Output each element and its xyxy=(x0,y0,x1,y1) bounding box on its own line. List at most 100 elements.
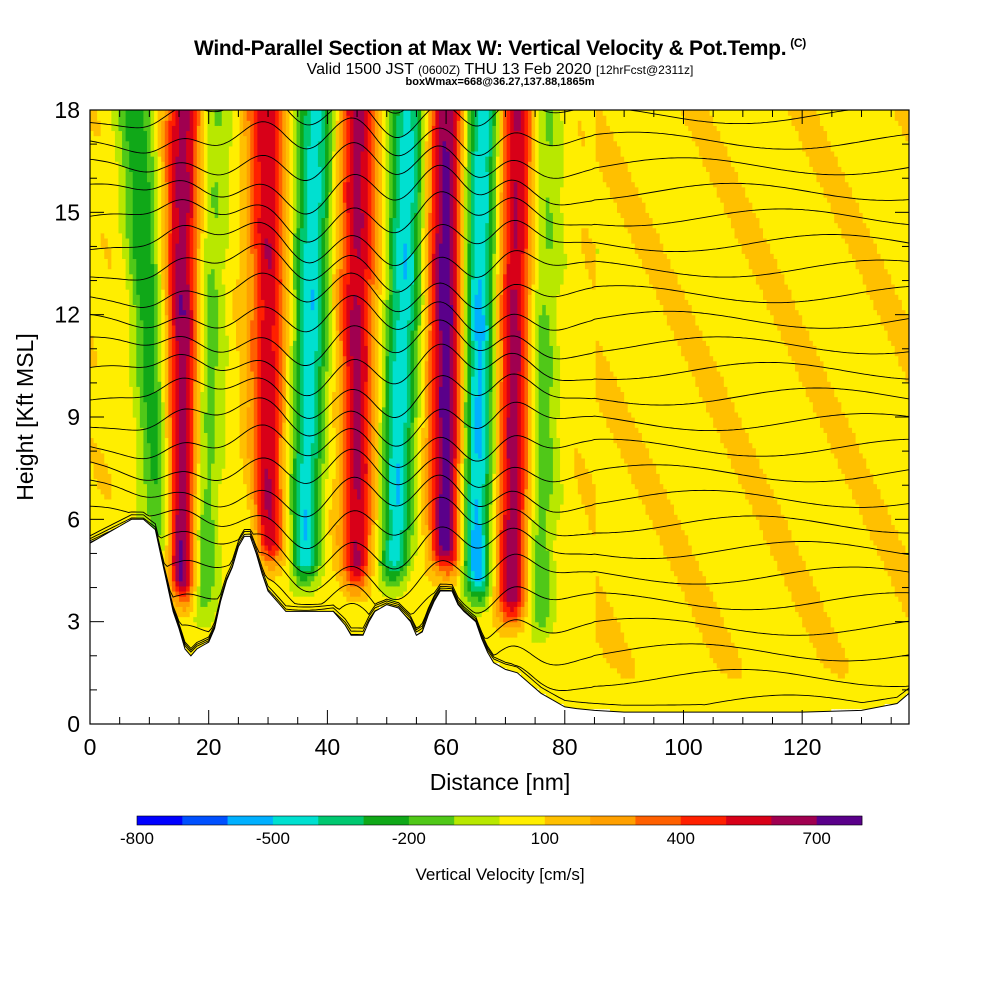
velocity-cell xyxy=(652,529,657,715)
velocity-cell xyxy=(816,115,821,183)
velocity-cell xyxy=(381,299,387,408)
velocity-cell xyxy=(698,396,704,572)
velocity-cell xyxy=(463,166,469,403)
velocity-cell xyxy=(474,294,479,341)
velocity-cell xyxy=(104,463,109,500)
velocity-cell xyxy=(488,596,493,659)
velocity-cell xyxy=(132,110,137,259)
velocity-cell xyxy=(730,677,736,715)
velocity-cell xyxy=(542,304,547,628)
velocity-cell xyxy=(282,422,287,566)
velocity-cell xyxy=(410,253,415,285)
velocity-cell xyxy=(638,432,643,500)
velocity-cell xyxy=(866,468,871,531)
velocity-cell xyxy=(617,447,622,623)
velocity-cell xyxy=(485,324,490,341)
velocity-cell xyxy=(891,283,896,346)
velocity-cell xyxy=(446,150,451,551)
velocity-cell xyxy=(136,110,141,295)
velocity-cell xyxy=(203,606,209,628)
velocity-cell xyxy=(802,110,807,152)
velocity-cell xyxy=(681,289,686,357)
velocity-cell xyxy=(577,110,582,121)
velocity-cell xyxy=(510,289,515,602)
velocity-cell xyxy=(171,580,177,592)
valid-prefix: Valid 1500 JST xyxy=(306,61,414,78)
velocity-cell xyxy=(599,110,604,172)
velocity-cell xyxy=(268,580,273,592)
velocity-cell xyxy=(332,427,337,479)
velocity-cell xyxy=(556,437,561,520)
velocity-cell xyxy=(688,606,693,715)
velocity-cell xyxy=(421,227,426,295)
velocity-cell xyxy=(520,606,526,618)
velocity-cell xyxy=(716,432,721,607)
velocity-cell xyxy=(385,299,390,357)
velocity-cell xyxy=(859,212,864,275)
velocity-cell xyxy=(314,575,319,592)
velocity-cell xyxy=(328,534,333,613)
velocity-cell xyxy=(727,217,732,398)
velocity-cell xyxy=(428,529,433,561)
velocity-cell xyxy=(834,457,839,633)
velocity-cell xyxy=(211,268,216,464)
velocity-cell xyxy=(809,166,814,341)
velocity-cell xyxy=(460,110,465,147)
velocity-cell xyxy=(609,606,615,669)
velocity-cell xyxy=(260,544,266,556)
velocity-cell xyxy=(542,626,547,643)
velocity-cell xyxy=(474,580,479,587)
velocity-cell xyxy=(381,550,387,566)
velocity-cell xyxy=(193,140,198,382)
velocity-cell xyxy=(584,468,590,515)
velocity-cell xyxy=(93,365,98,444)
velocity-cell xyxy=(588,473,593,531)
velocity-cell xyxy=(517,330,522,372)
velocity-cell xyxy=(406,110,412,321)
velocity-cell xyxy=(649,519,654,715)
velocity-cell xyxy=(844,243,850,418)
velocity-cell xyxy=(310,442,315,566)
velocity-cell xyxy=(389,268,394,295)
velocity-cell xyxy=(862,110,867,224)
velocity-cell xyxy=(595,401,600,577)
velocity-cell xyxy=(189,217,194,311)
velocity-cell xyxy=(574,447,579,479)
velocity-cell xyxy=(787,355,793,531)
velocity-cell xyxy=(396,463,401,505)
velocity-cell xyxy=(406,427,412,531)
colorbar-swatch xyxy=(408,816,455,825)
velocity-cell xyxy=(360,601,365,638)
velocity-cell xyxy=(613,140,618,203)
velocity-cell xyxy=(695,324,700,387)
velocity-cell xyxy=(787,110,793,116)
velocity-cell xyxy=(638,498,643,715)
velocity-cell xyxy=(175,580,180,587)
velocity-cell xyxy=(876,488,882,556)
velocity-cell xyxy=(823,611,828,669)
velocity-cell xyxy=(517,130,522,331)
velocity-cell xyxy=(666,324,672,500)
velocity-cell xyxy=(734,171,739,239)
velocity-cell xyxy=(478,606,483,618)
velocity-cell xyxy=(200,110,205,234)
velocity-cell xyxy=(734,647,739,679)
velocity-cell xyxy=(617,621,622,674)
velocity-cell xyxy=(503,601,508,613)
velocity-cell xyxy=(894,120,899,295)
velocity-cell xyxy=(855,442,860,505)
velocity-cell xyxy=(307,585,312,597)
velocity-cell xyxy=(342,355,347,572)
velocity-cell xyxy=(357,585,362,597)
velocity-cell xyxy=(467,243,472,485)
velocity-cell xyxy=(146,181,152,444)
velocity-cell xyxy=(545,637,550,700)
velocity-cell xyxy=(545,509,550,551)
velocity-cell xyxy=(887,110,892,275)
velocity-cell xyxy=(506,637,511,674)
velocity-cell xyxy=(389,350,394,459)
y-tick-label: 0 xyxy=(67,711,80,737)
velocity-cell xyxy=(179,585,184,592)
velocity-cell xyxy=(905,314,909,382)
velocity-cell xyxy=(253,248,258,505)
